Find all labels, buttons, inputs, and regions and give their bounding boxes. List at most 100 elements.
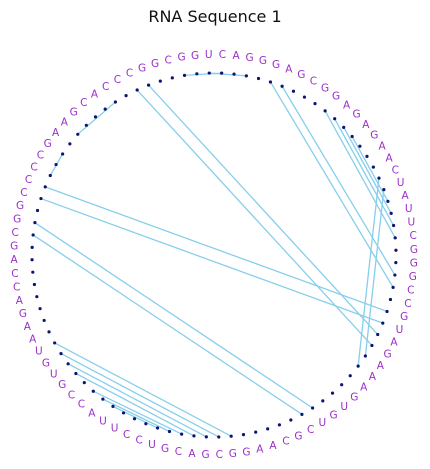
base-dot <box>241 432 246 437</box>
base-letter: A <box>390 336 398 348</box>
base-dot <box>42 318 46 323</box>
base-letter: U <box>111 423 119 435</box>
base-dot <box>232 72 236 76</box>
base-dot <box>207 71 211 75</box>
base-dot <box>91 389 95 393</box>
base-letter: G <box>10 241 18 253</box>
base-letter: G <box>58 379 66 391</box>
base-letter: A <box>402 190 410 202</box>
base-dot <box>76 132 80 136</box>
base-dot <box>59 352 63 356</box>
base-dot <box>277 423 282 427</box>
base-dot <box>204 435 208 439</box>
base-letter: A <box>16 295 24 307</box>
base-letter: A <box>369 371 377 383</box>
base-letter: A <box>29 333 37 345</box>
base-pair-line <box>334 118 395 226</box>
figure-title: RNA Sequence 1 <box>148 7 282 26</box>
base-dot <box>180 432 184 436</box>
base-letters: U C A G G G A GCGGAGAGAACUAUUCGGGCCGUAGAAAGUGUC… <box>10 49 418 461</box>
base-letter: U <box>405 203 413 215</box>
base-letter: G <box>410 244 418 256</box>
base-dot <box>195 72 199 76</box>
base-dot <box>84 123 88 127</box>
base-letter: U <box>397 177 405 189</box>
base-dot <box>300 412 304 416</box>
base-dot <box>365 154 369 158</box>
base-letter: U <box>99 415 107 427</box>
base-dot <box>38 307 42 311</box>
base-dot <box>391 223 396 228</box>
base-dot <box>391 285 395 289</box>
base-letter: G <box>13 213 21 225</box>
base-pair-line <box>34 222 313 409</box>
base-dot <box>377 176 381 180</box>
base-letter: G <box>329 409 337 421</box>
base-letter: A <box>256 444 264 456</box>
base-letter: C <box>12 227 19 239</box>
base-dot <box>35 208 40 213</box>
base-letter: C <box>404 298 411 310</box>
base-dot <box>54 162 58 167</box>
base-letter: G <box>42 357 50 369</box>
base-letter: C <box>25 174 32 186</box>
base-letter: C <box>135 434 142 446</box>
base-letter: A <box>188 448 196 460</box>
base-pair-line <box>269 81 394 288</box>
base-pair-line <box>60 353 220 438</box>
base-pair-line <box>324 110 396 239</box>
base-dot <box>389 211 393 215</box>
base-letter: A <box>52 127 60 139</box>
base-dots <box>30 71 398 439</box>
base-letter: G <box>191 50 199 62</box>
base-letter: C <box>216 449 223 461</box>
base-dot <box>394 261 398 265</box>
base-dot <box>30 245 34 249</box>
base-letter: G <box>161 443 169 455</box>
base-letter: C <box>11 268 18 280</box>
base-letter: G <box>178 52 186 64</box>
base-letter: A <box>343 99 351 111</box>
base-dot <box>39 196 43 201</box>
base-letter: A <box>285 64 293 76</box>
base-dot <box>289 418 293 422</box>
base-pair-line <box>32 234 303 415</box>
base-letter: G <box>138 62 146 74</box>
base-letter: A <box>362 119 370 131</box>
base-letter: C <box>80 97 87 109</box>
base-letter: U <box>340 401 348 413</box>
base-pair-line <box>45 186 388 313</box>
base-letter: G <box>294 430 302 442</box>
base-letter: U <box>205 49 213 61</box>
base-dot <box>43 185 47 189</box>
base-pair-line <box>93 390 182 435</box>
base-dot <box>132 417 137 421</box>
base-dot <box>113 100 117 104</box>
base-letter: C <box>78 399 85 411</box>
base-dot <box>313 102 317 106</box>
base-letter: G <box>242 446 250 458</box>
base-dot <box>342 125 346 129</box>
base-dot <box>254 430 258 434</box>
base-dot <box>121 411 126 415</box>
base-letter: A <box>379 141 387 153</box>
base-letter: C <box>123 429 130 441</box>
base-letter: A <box>10 254 18 266</box>
base-dot <box>229 434 233 438</box>
base-dot <box>340 383 344 387</box>
base-letter: U <box>35 346 43 358</box>
base-dot <box>370 343 374 348</box>
base-pair-line <box>364 189 385 357</box>
base-letter: G <box>245 52 253 64</box>
base-letter: C <box>20 187 27 199</box>
base-letter: G <box>297 69 305 81</box>
base-dot <box>155 426 160 430</box>
base-dot <box>48 173 52 178</box>
base-letter: C <box>126 68 133 80</box>
base-letter: A <box>360 382 368 394</box>
base-dot <box>158 79 162 83</box>
base-letter: C <box>392 165 399 177</box>
base-letter: G <box>272 59 280 71</box>
base-dot <box>381 321 385 325</box>
